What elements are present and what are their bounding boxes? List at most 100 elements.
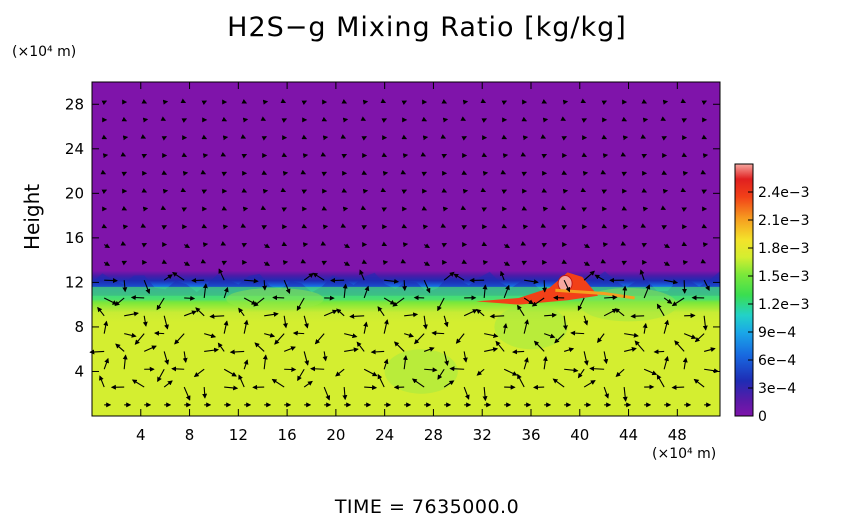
velocity-arrow: [322, 224, 329, 230]
velocity-arrow: [517, 304, 525, 317]
velocity-arrow: [621, 171, 628, 177]
velocity-arrow: [263, 243, 271, 249]
velocity-arrow: [500, 169, 507, 175]
velocity-arrow: [301, 189, 308, 195]
velocity-arrow: [103, 261, 111, 266]
velocity-arrow: [183, 386, 191, 401]
velocity-arrow: [153, 330, 165, 336]
y-tick-label: 12: [65, 273, 84, 291]
velocity-arrow: [363, 321, 369, 334]
mixing-patch: [579, 287, 678, 322]
velocity-arrow: [641, 243, 648, 248]
colorbar-tick-label: 9e−4: [758, 325, 796, 341]
velocity-arrow: [131, 379, 145, 388]
velocity-arrow: [141, 243, 148, 248]
velocity-arrow: [134, 333, 145, 345]
velocity-arrow: [423, 279, 431, 294]
velocity-arrow: [380, 187, 387, 193]
velocity-arrow: [543, 333, 556, 339]
velocity-arrow: [481, 241, 488, 247]
velocity-arrow: [461, 170, 468, 175]
velocity-arrow: [423, 243, 431, 249]
velocity-arrow: [640, 134, 647, 139]
velocity-arrow: [321, 116, 328, 122]
velocity-arrow: [542, 355, 548, 370]
velocity-arrow: [681, 118, 688, 123]
velocity-arrow: [282, 170, 289, 176]
velocity-arrow: [401, 189, 408, 195]
velocity-arrow: [484, 333, 499, 339]
velocity-arrow: [621, 116, 628, 122]
velocity-arrow: [461, 225, 468, 230]
velocity-arrow: [223, 368, 237, 377]
velocity-arrow: [301, 223, 308, 229]
velocity-arrow: [660, 205, 667, 210]
velocity-arrow: [524, 279, 539, 285]
velocity-arrow: [423, 346, 435, 352]
velocity-arrow: [382, 260, 389, 265]
velocity-arrow: [521, 205, 528, 211]
velocity-arrow: [603, 351, 609, 365]
velocity-arrow: [501, 134, 508, 140]
velocity-arrow: [523, 357, 529, 370]
velocity-arrow: [122, 135, 129, 141]
velocity-arrow: [340, 223, 347, 228]
velocity-arrow: [523, 319, 529, 334]
velocity-arrow: [115, 343, 125, 352]
velocity-arrow: [300, 169, 307, 175]
velocity-arrow: [238, 307, 245, 317]
velocity-arrow: [341, 153, 348, 159]
velocity-arrow: [370, 349, 385, 355]
velocity-arrow: [441, 153, 448, 159]
velocity-arrow: [481, 152, 488, 157]
velocity-arrow: [501, 189, 508, 195]
velocity-arrow: [223, 320, 229, 334]
velocity-arrow: [281, 152, 288, 157]
velocity-arrow: [161, 225, 168, 230]
heatmap-field: [92, 82, 720, 416]
velocity-arrow: [140, 223, 147, 228]
velocity-arrow: [642, 117, 649, 123]
velocity-arrow: [254, 342, 265, 352]
colorbar-tick-label: 6e−4: [758, 353, 796, 369]
velocity-arrow: [681, 152, 688, 157]
velocity-arrow: [301, 134, 308, 140]
velocity-arrow: [156, 297, 165, 311]
velocity-arrow: [663, 319, 670, 334]
mixing-patch: [384, 349, 458, 394]
velocity-arrow: [261, 225, 268, 230]
velocity-arrow: [200, 169, 207, 175]
velocity-arrow: [335, 368, 345, 377]
velocity-arrow: [281, 241, 288, 247]
velocity-arrow: [262, 280, 268, 291]
velocity-arrow: [282, 315, 288, 329]
velocity-arrow: [377, 373, 385, 388]
mixing-patch: [226, 287, 324, 311]
velocity-arrow: [182, 170, 189, 176]
velocity-arrow: [320, 241, 327, 246]
velocity-arrow: [281, 207, 288, 212]
velocity-arrow: [582, 170, 589, 176]
velocity-arrow: [204, 347, 220, 353]
velocity-arrow: [356, 341, 365, 352]
velocity-arrow: [361, 259, 368, 264]
velocity-arrow: [322, 351, 328, 362]
velocity-arrow: [224, 385, 239, 391]
velocity-arrow: [209, 313, 225, 319]
y-tick-label: 20: [65, 184, 84, 202]
velocity-arrow: [140, 134, 147, 139]
velocity-arrow: [221, 205, 228, 211]
velocity-arrow: [260, 205, 267, 210]
velocity-arrow: [653, 349, 665, 355]
velocity-arrow: [171, 366, 185, 372]
velocity-arrow: [121, 171, 128, 177]
velocity-arrow: [383, 358, 389, 370]
velocity-arrow: [130, 295, 145, 301]
velocity-arrow: [589, 366, 605, 372]
velocity-arrow: [453, 273, 465, 281]
x-tick-label: 16: [278, 426, 297, 444]
velocity-arrow: [602, 242, 609, 248]
velocity-arrow: [462, 351, 468, 363]
velocity-arrow: [262, 99, 269, 105]
velocity-arrow: [341, 99, 348, 104]
